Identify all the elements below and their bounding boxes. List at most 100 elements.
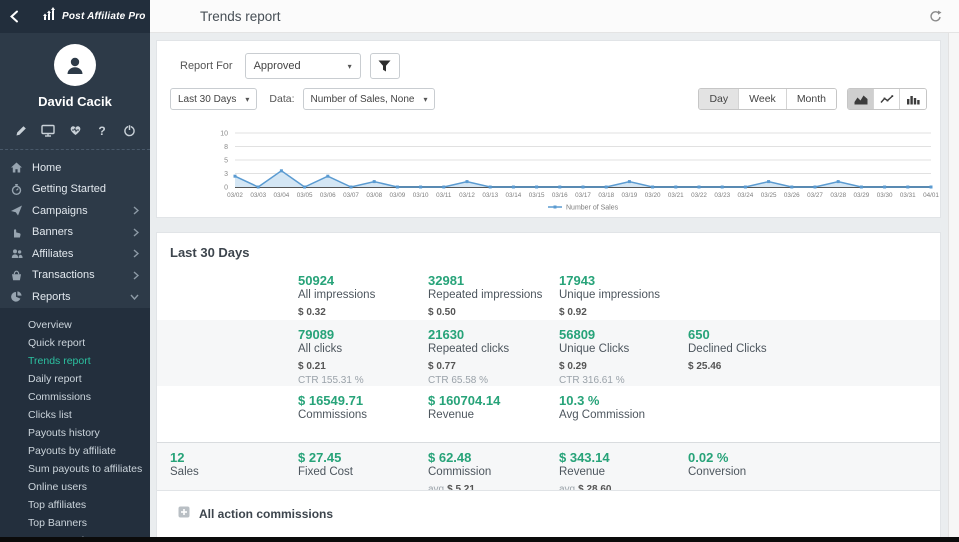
area-chart-button[interactable]	[848, 89, 874, 109]
sidebar-item-reports[interactable]: Reports	[0, 286, 150, 308]
users-icon	[11, 248, 32, 259]
sidebar-item-banners[interactable]: Banners	[0, 222, 150, 244]
svg-text:03/12: 03/12	[459, 192, 475, 199]
power-icon[interactable]	[121, 122, 137, 138]
sidebar-subitem-overview[interactable]: Overview	[0, 316, 150, 334]
svg-text:03/14: 03/14	[506, 192, 522, 199]
data-label: Data:	[269, 93, 294, 105]
stat-label: Conversion	[688, 466, 940, 479]
sidebar-subitem-payouts-by-affiliate[interactable]: Payouts by affiliate	[0, 442, 150, 460]
topbar: Trends report	[150, 0, 959, 33]
stat-sub: $ 0.29	[559, 361, 688, 372]
sidebar-item-home[interactable]: Home	[0, 157, 150, 179]
svg-text:03/11: 03/11	[436, 192, 452, 199]
svg-text:03/05: 03/05	[297, 192, 313, 199]
report-for-row: Report For Approved▾	[180, 53, 400, 79]
stat-cell-avg-commission: 10.3 %Avg Commission	[559, 394, 688, 442]
stat-sub: $ 25.46	[688, 361, 940, 372]
svg-text:03/19: 03/19	[622, 192, 638, 199]
stat-cell-empty	[688, 394, 940, 442]
edit-pencil-icon[interactable]	[13, 122, 29, 138]
report-for-select[interactable]: Approved▾	[245, 53, 361, 79]
sidebar-subitem-sum-payouts-to-affiliates[interactable]: Sum payouts to affiliates	[0, 460, 150, 478]
sidebar: Post Affiliate Pro David Cacik ? HomeGet…	[0, 0, 150, 542]
svg-text:03/15: 03/15	[529, 192, 545, 199]
stat-sub2: CTR 65.58 %	[428, 375, 559, 386]
sidebar-item-getting-started[interactable]: Getting Started	[0, 179, 150, 201]
sidebar-subitem-trends-report[interactable]: Trends report	[0, 352, 150, 370]
stat-value: $ 160704.14	[428, 394, 559, 408]
user-name: David Cacik	[0, 94, 150, 109]
svg-text:03/30: 03/30	[877, 192, 893, 199]
action-commissions-header[interactable]: All action commissions	[157, 491, 940, 523]
date-range-select[interactable]: Last 30 Days▾	[170, 88, 257, 110]
sidebar-subitem-commissions[interactable]: Commissions	[0, 388, 150, 406]
svg-text:03/16: 03/16	[552, 192, 568, 199]
bar-chart-button[interactable]	[900, 89, 926, 109]
stat-cell-commission: $ 62.48Commissionavg$ 5.21	[428, 451, 559, 495]
stat-label: Sales	[170, 466, 298, 479]
sidebar-subitem-top-banners[interactable]: Top Banners	[0, 514, 150, 532]
sidebar-subitem-online-users[interactable]: Online users	[0, 478, 150, 496]
chart-card: Report For Approved▾ Last 30 Days▾ Data:…	[156, 40, 941, 218]
quick-icons-bar: ?	[0, 109, 150, 147]
sidebar-subitem-top-affiliates[interactable]: Top affiliates	[0, 496, 150, 514]
data-series-select[interactable]: Number of Sales, None▾	[303, 88, 436, 110]
period-button-group: Day Week Month	[698, 88, 837, 110]
svg-text:03/23: 03/23	[714, 192, 730, 199]
heartbeat-icon[interactable]	[67, 122, 83, 138]
svg-text:03/10: 03/10	[413, 192, 429, 199]
svg-text:03/03: 03/03	[250, 192, 266, 199]
stat-label: Revenue	[428, 409, 559, 422]
monitor-icon[interactable]	[40, 122, 56, 138]
period-month-button[interactable]: Month	[787, 89, 836, 109]
sidebar-subitem-quick-report[interactable]: Quick report	[0, 334, 150, 352]
chart-type-button-group	[847, 88, 927, 110]
brand-logo-icon	[42, 7, 57, 26]
line-chart-button[interactable]	[874, 89, 900, 109]
stat-label: Declined Clicks	[688, 343, 940, 356]
sidebar-item-transactions[interactable]: Transactions	[0, 265, 150, 287]
avatar[interactable]	[54, 44, 96, 86]
stat-cell-sales: 12Sales	[170, 451, 298, 495]
chart-controls: Day Week Month	[698, 88, 927, 110]
plus-square-icon	[178, 505, 190, 523]
chevron-right-icon	[133, 271, 139, 280]
profile-section: David Cacik	[0, 33, 150, 109]
stat-cell-declined-clicks: 650Declined Clicks$ 25.46	[688, 328, 940, 386]
stat-cell-unique-impressions: 17943Unique impressions$ 0.92	[559, 274, 688, 320]
stat-cell-empty	[688, 274, 940, 320]
page-title: Trends report	[200, 0, 281, 33]
stat-label: Unique Clicks	[559, 343, 688, 356]
svg-text:03/08: 03/08	[366, 192, 382, 199]
filter-button[interactable]	[370, 53, 400, 79]
stat-value: 0.02 %	[688, 451, 940, 465]
stat-cell-unique-clicks: 56809Unique Clicks$ 0.29CTR 316.61 %	[559, 328, 688, 386]
svg-text:0: 0	[224, 185, 228, 192]
stats-rows: 50924All impressions$ 0.3232981Repeated …	[157, 266, 940, 495]
svg-text:03/27: 03/27	[807, 192, 823, 199]
stat-value: 12	[170, 451, 298, 465]
stats-row-4: 12Sales$ 27.45Fixed Cost$ 62.48Commissio…	[157, 442, 940, 495]
period-day-button[interactable]: Day	[699, 89, 739, 109]
stat-label: Revenue	[559, 466, 688, 479]
sidebar-subitem-payouts-history[interactable]: Payouts history	[0, 424, 150, 442]
stat-sub: $ 0.21	[298, 361, 428, 372]
sidebar-subitem-clicks-list[interactable]: Clicks list	[0, 406, 150, 424]
stat-label: Avg Commission	[559, 409, 688, 422]
stat-cell-all-clicks: 79089All clicks$ 0.21CTR 155.31 %	[298, 328, 428, 386]
period-week-button[interactable]: Week	[739, 89, 787, 109]
vertical-scrollbar[interactable]	[948, 33, 959, 537]
back-chevron-icon[interactable]	[9, 9, 20, 25]
sidebar-item-affiliates[interactable]: Affiliates	[0, 243, 150, 265]
svg-text:03/21: 03/21	[668, 192, 684, 199]
sidebar-subitem-daily-report[interactable]: Daily report	[0, 370, 150, 388]
brand-logo[interactable]: Post Affiliate Pro	[42, 7, 146, 26]
help-question-icon[interactable]: ?	[94, 122, 110, 138]
stat-value: $ 27.45	[298, 451, 428, 465]
sidebar-item-campaigns[interactable]: Campaigns	[0, 200, 150, 222]
refresh-icon[interactable]	[928, 9, 943, 24]
stats-row-2: 79089All clicks$ 0.21CTR 155.31 %21630Re…	[157, 320, 940, 386]
area-chart-icon	[854, 94, 868, 105]
stat-value: 50924	[298, 274, 428, 288]
